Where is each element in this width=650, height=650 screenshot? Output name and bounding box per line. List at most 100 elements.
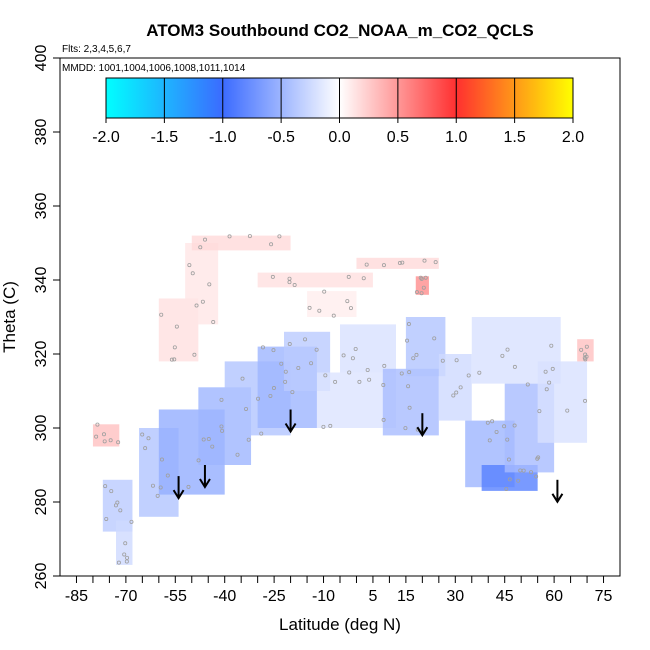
sample-point	[283, 379, 288, 384]
heatmap-cell	[307, 291, 357, 317]
sample-point	[512, 364, 517, 369]
sample-point	[323, 373, 328, 378]
x-tick-label: -40	[213, 588, 236, 605]
sample-point	[507, 477, 512, 482]
sample-point	[331, 313, 336, 318]
x-tick-label: -85	[65, 588, 88, 605]
sample-point	[433, 260, 438, 265]
sample-point	[159, 457, 164, 462]
sample-point	[414, 352, 419, 357]
colorbar-tick-label: 2.0	[562, 129, 584, 146]
sample-point	[419, 276, 424, 281]
colorbar-tick-label: 0.0	[328, 129, 350, 146]
sample-point	[159, 312, 164, 317]
heatmap-regions	[92, 235, 594, 565]
x-tick-label: -25	[263, 588, 286, 605]
sample-point	[211, 320, 216, 325]
sample-point	[423, 275, 428, 280]
y-tick-label: 280	[33, 489, 50, 516]
sample-point	[196, 458, 201, 463]
x-tick-label: 15	[397, 588, 415, 605]
sample-point	[94, 434, 99, 439]
sample-point	[485, 420, 490, 425]
sample-point	[399, 371, 404, 376]
y-tick-label: 400	[33, 45, 50, 72]
sample-point	[122, 552, 127, 557]
sample-point	[108, 438, 113, 443]
sample-point	[583, 398, 588, 403]
sample-point	[220, 428, 225, 433]
sample-point	[259, 431, 264, 436]
colorbar-tick-label: 1.5	[504, 129, 526, 146]
sample-point	[219, 424, 224, 429]
sample-point	[440, 358, 445, 363]
sample-point	[512, 423, 517, 428]
sample-point	[565, 408, 570, 413]
y-axis: 260 280 300 320 340 360 380 400	[33, 45, 60, 589]
x-axis-label: Latitude (deg N)	[279, 615, 401, 634]
sample-point	[405, 338, 410, 343]
sample-point	[158, 485, 163, 490]
sample-point	[348, 306, 353, 311]
sample-point	[118, 508, 123, 513]
sample-point	[579, 347, 584, 352]
sample-point	[341, 353, 346, 358]
sample-point	[279, 361, 284, 366]
y-tick-label: 320	[33, 341, 50, 368]
sample-point	[321, 424, 326, 429]
sample-point	[270, 274, 275, 279]
sample-point	[256, 396, 261, 401]
x-tick-label: 45	[496, 588, 514, 605]
arrow-head	[172, 489, 185, 500]
sample-point	[494, 429, 499, 434]
sample-point	[187, 263, 192, 268]
sample-point	[210, 444, 215, 449]
sample-point	[155, 493, 160, 498]
sample-point	[345, 299, 350, 304]
heatmap-cell	[257, 272, 373, 288]
x-tick-label: 30	[446, 588, 464, 605]
sample-points	[94, 234, 589, 565]
y-tick-label: 360	[33, 193, 50, 220]
sample-point	[247, 234, 252, 239]
sample-point	[129, 519, 134, 524]
sample-point	[347, 370, 352, 375]
heatmap-cell	[191, 235, 291, 251]
sample-point	[283, 369, 288, 374]
sample-point	[466, 373, 471, 378]
sample-point	[350, 356, 355, 361]
colorbar-tick-label: -0.5	[267, 129, 295, 146]
sample-point	[411, 356, 416, 361]
sample-point	[172, 345, 177, 350]
heatmap-cell	[471, 317, 561, 384]
sample-point	[246, 437, 251, 442]
sample-point	[361, 276, 366, 281]
sample-point	[421, 285, 426, 290]
sample-point	[451, 393, 456, 398]
dates-label: MMDD: 1001,1004,1006,1008,1011,1014	[62, 63, 246, 74]
sample-point	[422, 258, 427, 263]
arrow-markers	[172, 409, 564, 504]
sample-point	[124, 559, 129, 564]
sample-point	[537, 409, 542, 414]
sample-point	[584, 344, 589, 349]
sample-point	[104, 516, 109, 521]
sample-point	[381, 263, 386, 268]
sample-point	[505, 347, 510, 352]
arrow-head	[284, 422, 297, 434]
sample-point	[583, 357, 588, 362]
sample-point	[240, 376, 245, 381]
sample-point	[314, 347, 319, 352]
sample-point	[271, 386, 276, 391]
sample-point	[381, 383, 386, 388]
heatmap-cell	[438, 354, 472, 421]
sample-point	[165, 473, 170, 478]
sample-point	[454, 390, 459, 395]
x-tick-label: -70	[114, 588, 137, 605]
sample-point	[290, 390, 295, 395]
sample-point	[502, 424, 507, 429]
sample-point	[525, 382, 530, 387]
sample-point	[506, 457, 511, 462]
sample-point	[328, 423, 333, 428]
